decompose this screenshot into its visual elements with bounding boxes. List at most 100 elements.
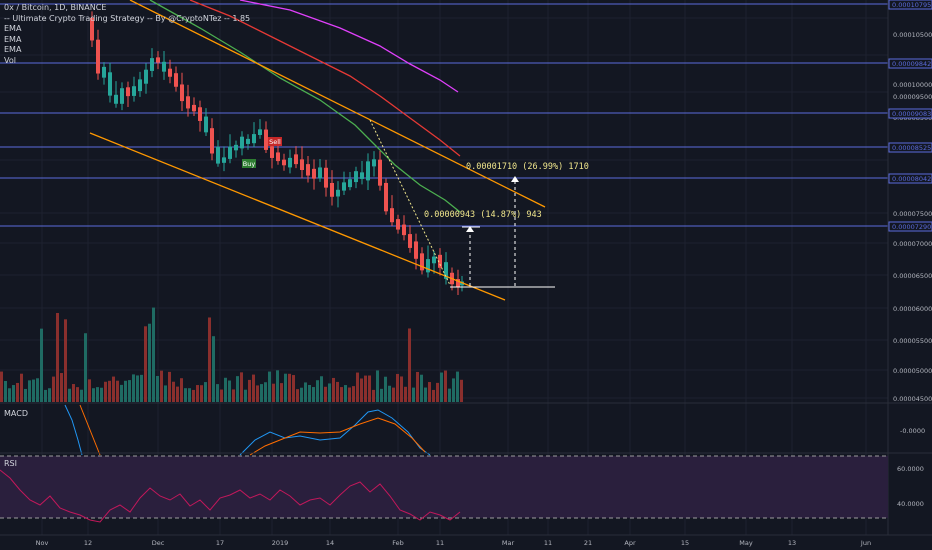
ema-label[interactable]: EMA [4,45,22,54]
price-tag: 0.00008525 [892,144,931,152]
candle-body [348,179,352,188]
candle-body [162,61,166,72]
ema-fast-line [149,0,461,213]
candle-body [336,189,340,197]
macd-pane-label[interactable]: MACD [4,409,28,418]
y-tick: 0.00007000 [893,240,932,248]
x-tick: Apr [624,539,636,547]
buy-signal-badge [242,159,256,168]
volume-bar [364,375,367,402]
volume-bar [136,375,139,402]
volume-bar [72,384,75,402]
volume-label[interactable]: Vol [4,55,16,65]
volume-bar [100,387,103,402]
volume-bar [4,381,7,402]
symbol-title[interactable]: 0x / Bitcoin, 1D, BINANCE [4,3,107,12]
volume-bar [460,379,463,402]
volume-bar [40,328,43,402]
volume-bar [280,383,283,402]
y-tick: 0.00007500 [893,210,932,218]
candle-body [102,66,106,78]
volume-bar [444,370,447,402]
x-tick: Dec [152,539,165,547]
candle-body [420,253,424,271]
volume-bar [452,378,455,402]
buy-signal-label: Buy [243,160,256,168]
volume-bar [204,382,207,402]
y-tick: 0.00006000 [893,305,932,313]
candle-body [426,259,430,273]
channel-upper-line[interactable] [129,0,546,208]
macd-tick: -0.0000 [900,427,925,435]
volume-bar [328,383,331,402]
volume-bar [276,370,279,402]
volume-bar [224,377,227,402]
chart-legend[interactable]: 0x / Bitcoin, 1D, BINANCE -- Ultimate Cr… [4,3,250,66]
volume-bar [256,385,259,402]
volume-bar [232,389,235,402]
volume-bar [436,382,439,402]
volume-bar [152,307,155,402]
x-tick: 11 [436,539,444,547]
volume-bar [288,373,291,402]
volume-bar [160,370,163,402]
volume-bar [164,385,167,402]
candle-body [198,107,202,121]
candle-body [96,39,100,74]
candle-body [294,154,298,165]
sell-signal-badge [268,137,282,146]
volume-bar [24,388,27,402]
volume-bar [316,380,319,402]
volume-bar [272,383,275,402]
volume-bar [264,382,267,402]
volume-bar [308,384,311,402]
channel-lower-line[interactable] [89,132,506,301]
y-tick: 0.00004500 [893,395,932,403]
candle-body [444,262,448,279]
volume-bar [36,378,39,402]
volume-bar [112,376,115,402]
strategy-label[interactable]: -- Ultimate Crypto Trading Strategy -- B… [4,13,251,23]
volume-bar [116,380,119,402]
candle-body [108,72,112,96]
volume-bar [20,373,23,402]
volume-bar [60,373,63,402]
candle-body [324,167,328,188]
candle-body [270,146,274,158]
candle-body [460,281,464,286]
volume-bar [0,371,3,402]
candle-body [300,159,304,170]
y-tick: 0.00010500 [893,31,932,39]
volume-bar [424,387,427,402]
price-tag: 0.00008042 [892,175,931,183]
ema-mid-line [189,0,461,157]
volume-bar [52,376,55,402]
candle-body [360,172,364,179]
volume-bar [172,381,175,402]
volume-bar [208,317,211,402]
candle-body [222,157,226,163]
volume-bar [48,388,51,402]
volume-bar [240,372,243,402]
level-lines[interactable] [0,3,888,227]
rsi-tick: 40.0000 [897,500,924,508]
volume-bar [244,389,247,402]
volume-bar [380,388,383,402]
y-tick: 0.00009500 [893,93,932,101]
volume-bar [132,374,135,402]
macd-signal-line [249,417,426,456]
ema-label[interactable]: EMA [4,34,22,44]
x-tick: 15 [681,539,689,547]
volume-bar [180,378,183,402]
volume-bar [396,373,399,402]
volume-bar [432,389,435,402]
candle-body [174,73,178,87]
candle-body [402,224,406,236]
rsi-pane-label[interactable]: RSI [4,459,17,468]
candle-body [264,129,268,150]
volume-bar [168,371,171,402]
time-axis[interactable]: Nov 12 Dec 17 2019 14 Feb 11 Mar 11 21 A… [36,539,871,547]
volume-bar [148,323,151,402]
ema-label[interactable]: EMA [4,24,22,33]
